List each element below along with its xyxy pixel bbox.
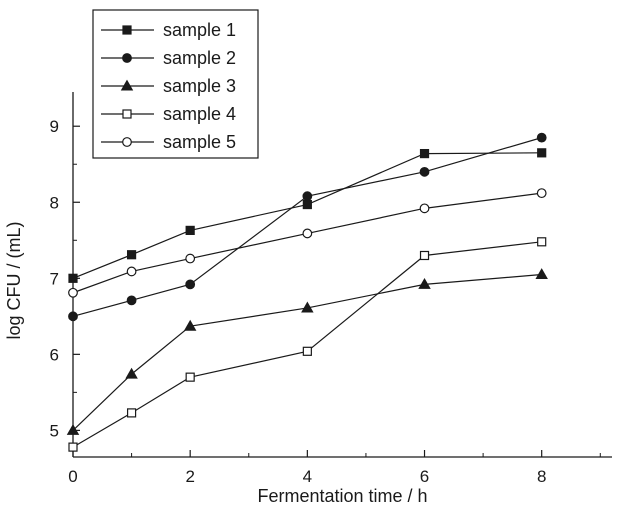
series-line-4 [72,241,542,448]
data-point-series-1 [126,250,137,260]
data-point-series-4 [419,250,430,261]
y-axis-title: log CFU / (mL) [4,221,24,339]
legend-label: sample 5 [163,132,236,152]
y-tick-label: 9 [50,117,59,136]
data-point-series-5 [536,188,547,199]
data-point-series-5 [302,228,313,239]
data-point-series-4 [68,442,78,452]
series-markers [66,132,548,452]
data-point-series-3 [183,319,197,331]
data-point-series-3 [66,423,80,435]
x-tick-label: 2 [185,467,194,486]
legend: sample 1 sample 2 sample 3 sample 4 sample 5 [92,9,259,159]
x-tick-label: 6 [420,467,429,486]
legend-label: sample 4 [163,104,236,124]
y-tick-label: 5 [50,421,59,440]
x-axis: 0 2 4 6 8 [68,450,601,486]
y-tick-label: 8 [50,193,59,212]
data-point-series-2 [536,132,547,143]
x-tick-label: 0 [68,467,77,486]
data-point-series-5 [185,253,196,264]
legend-box [92,9,259,159]
legend-label: sample 2 [163,48,236,68]
series-line-3 [72,273,542,431]
data-point-series-3 [125,367,138,379]
data-point-series-4 [185,372,195,382]
series-line-2 [72,137,542,317]
data-point-series-2 [302,191,313,202]
series-line-1 [72,152,542,279]
data-point-series-1 [537,148,547,158]
data-point-series-2 [185,279,196,290]
series-lines [72,137,542,448]
y-tick-label: 6 [50,345,59,364]
data-point-series-3 [301,301,314,313]
legend-label: sample 1 [163,20,236,40]
data-point-series-1 [185,225,195,235]
data-point-series-1 [302,199,312,210]
x-tick-label: 8 [537,467,546,486]
data-point-series-3 [535,268,548,279]
data-point-series-2 [68,311,78,322]
data-point-series-4 [126,408,137,418]
series-line-5 [72,192,542,294]
data-point-series-2 [419,166,430,177]
data-point-series-2 [126,295,137,306]
legend-marker [122,53,132,63]
legend-marker [122,109,132,119]
data-point-series-5 [68,287,78,298]
data-point-series-3 [418,277,431,289]
data-point-series-1 [419,148,430,159]
data-point-series-5 [126,266,137,277]
legend-marker [120,79,134,91]
legend-marker [122,25,132,35]
data-point-series-5 [419,203,430,214]
x-tick-label: 4 [303,467,312,486]
data-point-series-4 [302,346,312,356]
x-axis-title: Fermentation time / h [257,486,427,506]
y-tick-label: 7 [50,269,59,288]
data-point-series-1 [68,273,78,283]
data-point-series-4 [537,237,547,247]
legend-marker [122,137,132,147]
legend-label: sample 3 [163,76,236,96]
